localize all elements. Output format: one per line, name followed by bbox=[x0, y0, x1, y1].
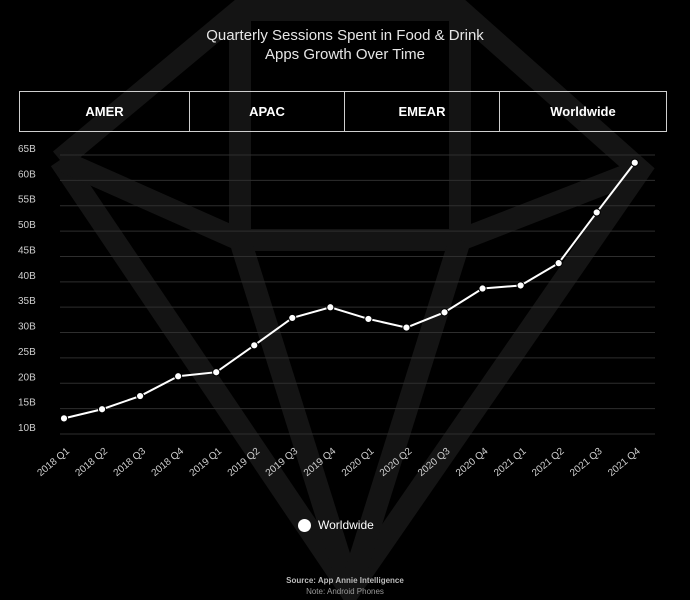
y-tick-label: 55B bbox=[18, 195, 36, 206]
y-tick-label: 30B bbox=[18, 322, 36, 333]
data-point[interactable] bbox=[212, 368, 221, 377]
data-point[interactable] bbox=[326, 303, 335, 312]
x-tick-label: 2021 Q1 bbox=[492, 446, 529, 479]
y-tick-label: 65B bbox=[18, 144, 36, 155]
chart-title-line2: Apps Growth Over Time bbox=[264, 46, 426, 63]
legend-marker bbox=[298, 518, 311, 532]
x-tick-label: 2020 Q1 bbox=[340, 446, 377, 479]
data-point[interactable] bbox=[516, 281, 525, 290]
chart-title-line1: Quarterly Sessions Spent in Food & Drink bbox=[206, 27, 484, 44]
x-tick-label: 2019 Q3 bbox=[264, 446, 301, 479]
data-point[interactable] bbox=[59, 414, 69, 423]
data-point[interactable] bbox=[592, 208, 601, 217]
x-tick-label: 2019 Q2 bbox=[226, 446, 263, 479]
data-point[interactable] bbox=[288, 313, 297, 323]
chart-title: Quarterly Sessions Spent in Food & Drink… bbox=[0, 26, 690, 64]
tab-amer[interactable]: AMER bbox=[20, 92, 190, 131]
tab-apac[interactable]: APAC bbox=[190, 92, 345, 131]
x-tick-label: 2019 Q1 bbox=[188, 446, 225, 479]
y-tick-label: 20B bbox=[18, 372, 36, 383]
data-point[interactable] bbox=[174, 372, 183, 381]
tab-worldwide[interactable]: Worldwide bbox=[550, 104, 616, 119]
tab-emear[interactable]: EMEAR bbox=[345, 92, 500, 131]
x-tick-label: 2018 Q2 bbox=[74, 446, 111, 479]
data-point[interactable] bbox=[478, 284, 487, 293]
chart-legend: Worldwide bbox=[298, 518, 374, 532]
data-point[interactable] bbox=[554, 259, 563, 268]
y-tick-label: 35B bbox=[18, 296, 36, 307]
x-tick-label: 2020 Q4 bbox=[454, 446, 491, 479]
x-tick-label: 2019 Q4 bbox=[302, 446, 339, 479]
data-point[interactable] bbox=[97, 405, 107, 414]
data-point[interactable] bbox=[630, 158, 639, 167]
x-tick-label: 2018 Q1 bbox=[35, 446, 72, 479]
y-tick-label: 60B bbox=[18, 169, 36, 180]
data-point[interactable] bbox=[250, 341, 259, 350]
legend-label: Worldwide bbox=[318, 518, 374, 532]
data-point[interactable] bbox=[402, 323, 411, 332]
y-tick-label: 10B bbox=[18, 423, 36, 434]
x-tick-label: 2021 Q2 bbox=[530, 446, 567, 479]
data-point[interactable] bbox=[440, 308, 449, 317]
x-tick-label: 2020 Q3 bbox=[416, 446, 453, 479]
x-tick-label: 2021 Q4 bbox=[606, 446, 643, 479]
y-tick-label: 50B bbox=[18, 220, 36, 231]
region-tabs: AMER APAC EMEAR Worldwide bbox=[19, 91, 667, 132]
data-point[interactable] bbox=[364, 314, 373, 324]
y-tick-label: 40B bbox=[18, 271, 36, 282]
data-point[interactable] bbox=[136, 391, 145, 401]
note-text: Note: Android Phones bbox=[306, 587, 384, 596]
x-tick-label: 2018 Q3 bbox=[112, 446, 149, 479]
y-tick-label: 15B bbox=[18, 398, 36, 409]
y-tick-label: 45B bbox=[18, 245, 36, 256]
x-tick-label: 2021 Q3 bbox=[568, 446, 605, 479]
x-tick-label: 2018 Q4 bbox=[150, 446, 187, 479]
y-tick-label: 25B bbox=[18, 347, 36, 358]
x-tick-label: 2020 Q2 bbox=[378, 446, 415, 479]
source-text: Source: App Annie Intelligence bbox=[286, 576, 404, 585]
series-line-worldwide bbox=[63, 162, 636, 420]
